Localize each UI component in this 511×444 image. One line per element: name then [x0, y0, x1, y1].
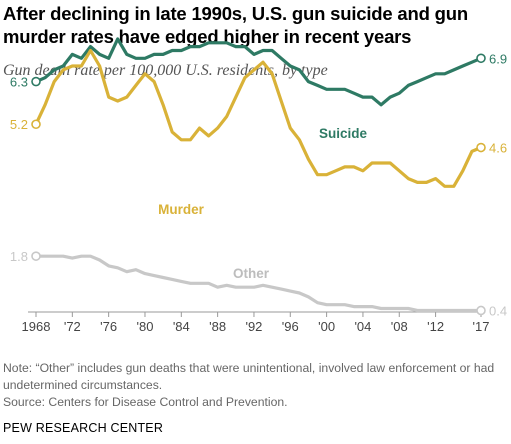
other-end-marker	[476, 305, 486, 316]
other-series-line	[34, 254, 483, 313]
murder-end-value-label: 4.6	[489, 141, 507, 156]
chart-title: After declining in late 1990s, U.S. gun …	[3, 3, 468, 47]
x-tick-label: '08	[391, 319, 408, 334]
other-series-label: Other	[233, 266, 270, 281]
other-end-value-label: 0.4	[489, 303, 507, 318]
suicide-series-line	[34, 37, 483, 107]
x-tick-label: '80	[137, 319, 154, 334]
note-text: Note: “Other” includes gun deaths that w…	[3, 361, 495, 392]
suicide-end-value-label: 6.9	[489, 51, 507, 66]
x-tick-label: '17	[473, 319, 490, 334]
x-tick-label: '12	[427, 319, 444, 334]
other-start-marker	[31, 251, 41, 261]
line-chart: 1968 '72 '76 '80 '84 '88 '92 '96 '00 '04 '08 '12 '17…	[10, 37, 507, 334]
x-tick-label: '72	[64, 319, 81, 334]
suicide-start-value-label: 6.3	[10, 75, 28, 90]
x-tick-label: 1968	[22, 319, 51, 334]
other-start-value-label: 1.8	[10, 249, 28, 264]
suicide-end-marker	[476, 53, 486, 64]
x-tick-label: '88	[209, 319, 226, 334]
x-tick-label: '00	[318, 319, 335, 334]
source-text: Source: Centers for Disease Control and …	[3, 395, 288, 409]
chart-notes: Note: “Other” includes gun deaths that w…	[3, 360, 508, 411]
x-tick-label: '92	[245, 319, 262, 334]
murder-series-line	[34, 48, 483, 188]
murder-end-marker	[476, 142, 486, 153]
murder-start-marker	[31, 119, 41, 130]
murder-start-value-label: 5.2	[10, 117, 28, 132]
x-tick-label: '76	[100, 319, 117, 334]
suicide-series-label: Suicide	[319, 126, 368, 141]
suicide-start-marker	[31, 76, 41, 87]
brand-label: PEW RESEARCH CENTER	[3, 421, 164, 435]
murder-series-label: Murder	[158, 202, 205, 217]
x-tick-label: '96	[282, 319, 299, 334]
x-tick-label: '84	[173, 319, 190, 334]
x-tick-label: '04	[354, 319, 371, 334]
